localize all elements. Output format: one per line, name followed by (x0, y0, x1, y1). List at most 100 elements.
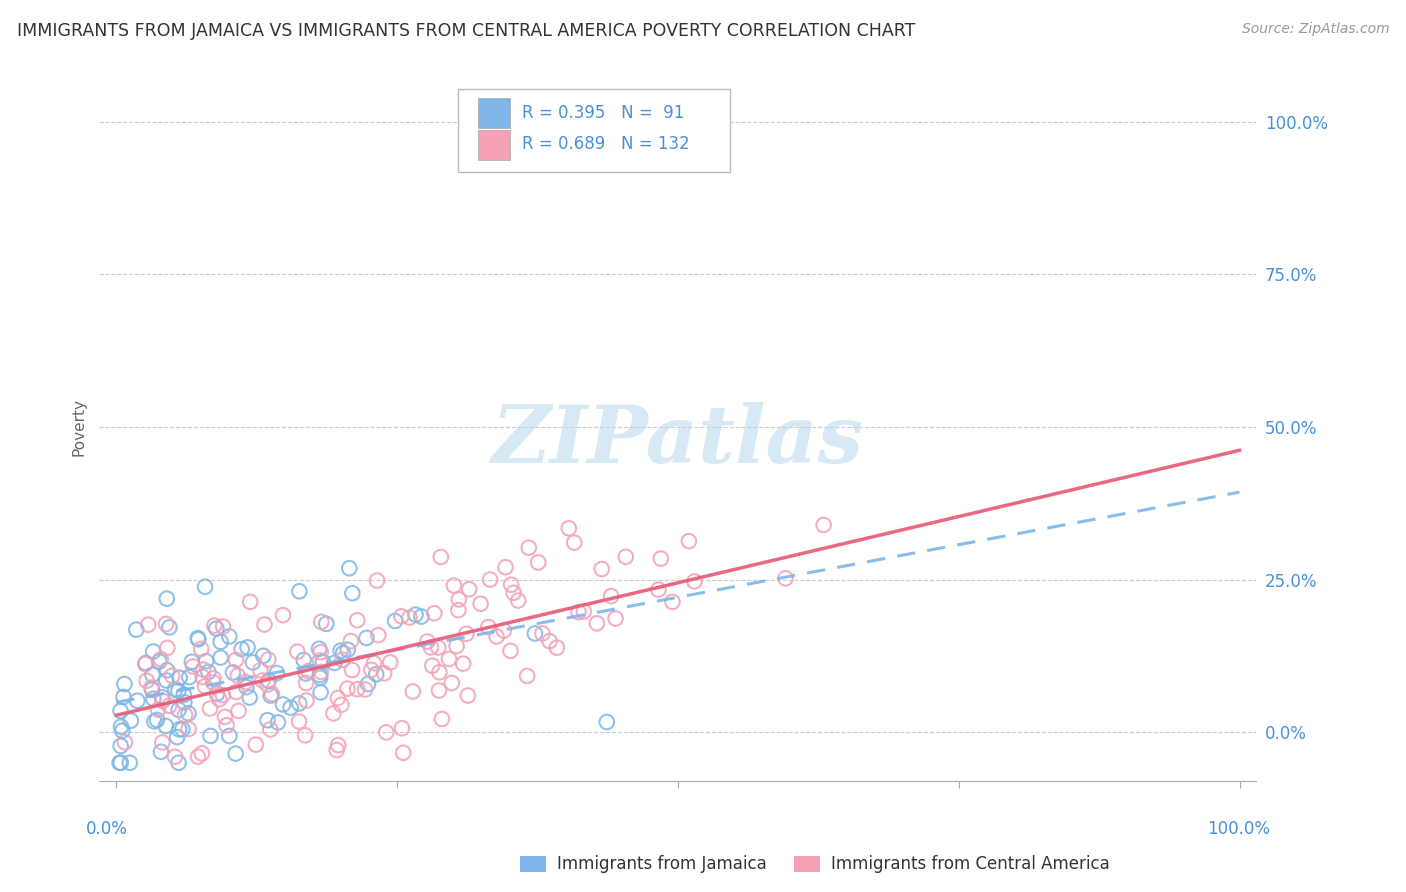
Point (538, 634, 561, 648)
Point (357, 677, 380, 691)
Point (155, 617, 177, 632)
Point (194, 580, 217, 594)
Point (257, 673, 280, 688)
Point (288, 714, 311, 729)
Point (311, 615, 333, 629)
Point (141, 682, 163, 697)
Point (222, 665, 245, 680)
Point (202, 672, 225, 686)
Point (523, 626, 546, 640)
Point (181, 659, 204, 673)
Point (242, 656, 264, 670)
Point (187, 632, 209, 647)
Point (156, 640, 179, 655)
Point (150, 735, 173, 749)
Point (323, 656, 346, 670)
Point (280, 700, 302, 714)
Point (266, 666, 288, 681)
Point (346, 613, 368, 627)
Point (367, 628, 389, 642)
Point (253, 617, 276, 632)
Point (160, 669, 183, 683)
Point (363, 656, 385, 670)
Point (485, 629, 508, 643)
Point (191, 747, 214, 761)
Point (650, 551, 672, 566)
Point (295, 676, 318, 690)
Point (163, 749, 186, 764)
Point (647, 582, 669, 597)
Point (446, 639, 468, 653)
Point (558, 521, 581, 535)
Point (225, 653, 247, 667)
Point (156, 591, 179, 606)
Point (155, 673, 177, 688)
Point (591, 562, 613, 576)
Point (437, 652, 460, 666)
Point (384, 614, 406, 628)
FancyBboxPatch shape (478, 98, 510, 128)
Point (202, 675, 225, 690)
Point (423, 606, 446, 620)
Point (239, 690, 262, 705)
Point (190, 641, 212, 656)
Point (228, 704, 250, 718)
Point (340, 663, 363, 677)
Point (135, 673, 157, 688)
Point (198, 701, 221, 715)
Text: R = 0.395   N =  91: R = 0.395 N = 91 (522, 103, 685, 121)
Point (451, 657, 474, 671)
Point (309, 665, 332, 679)
Point (218, 729, 240, 743)
Point (295, 693, 318, 707)
Text: 100.0%: 100.0% (1208, 820, 1270, 838)
Point (443, 578, 465, 592)
Point (120, 714, 142, 728)
Point (157, 698, 180, 713)
Point (309, 685, 332, 699)
Point (202, 618, 225, 632)
Point (141, 667, 163, 681)
Point (586, 616, 609, 631)
Point (260, 687, 283, 701)
Point (492, 624, 515, 638)
Point (288, 697, 311, 711)
Point (398, 610, 420, 624)
Point (156, 663, 179, 677)
Point (342, 586, 364, 600)
Point (288, 584, 311, 599)
Point (366, 667, 388, 681)
Point (309, 671, 332, 685)
Point (430, 712, 453, 726)
Point (340, 634, 363, 648)
FancyBboxPatch shape (458, 89, 730, 172)
Point (309, 645, 332, 659)
FancyBboxPatch shape (478, 130, 510, 160)
Point (427, 640, 450, 655)
Point (402, 684, 425, 698)
Point (813, 517, 835, 532)
Point (325, 743, 347, 757)
Point (200, 729, 222, 743)
Point (405, 607, 427, 622)
Point (110, 704, 132, 718)
Point (546, 640, 568, 655)
Point (380, 656, 402, 670)
Point (516, 669, 538, 683)
Point (308, 641, 330, 656)
Text: 0.0%: 0.0% (86, 820, 128, 838)
Point (110, 720, 132, 734)
Point (614, 549, 637, 564)
Point (208, 692, 231, 706)
Point (142, 644, 165, 658)
Point (108, 756, 131, 770)
Point (329, 643, 352, 657)
Point (174, 707, 197, 722)
Point (187, 631, 209, 645)
Point (136, 617, 159, 632)
Point (309, 653, 332, 667)
Point (336, 642, 359, 657)
Point (141, 681, 163, 695)
Point (236, 640, 259, 655)
Point (411, 609, 433, 624)
